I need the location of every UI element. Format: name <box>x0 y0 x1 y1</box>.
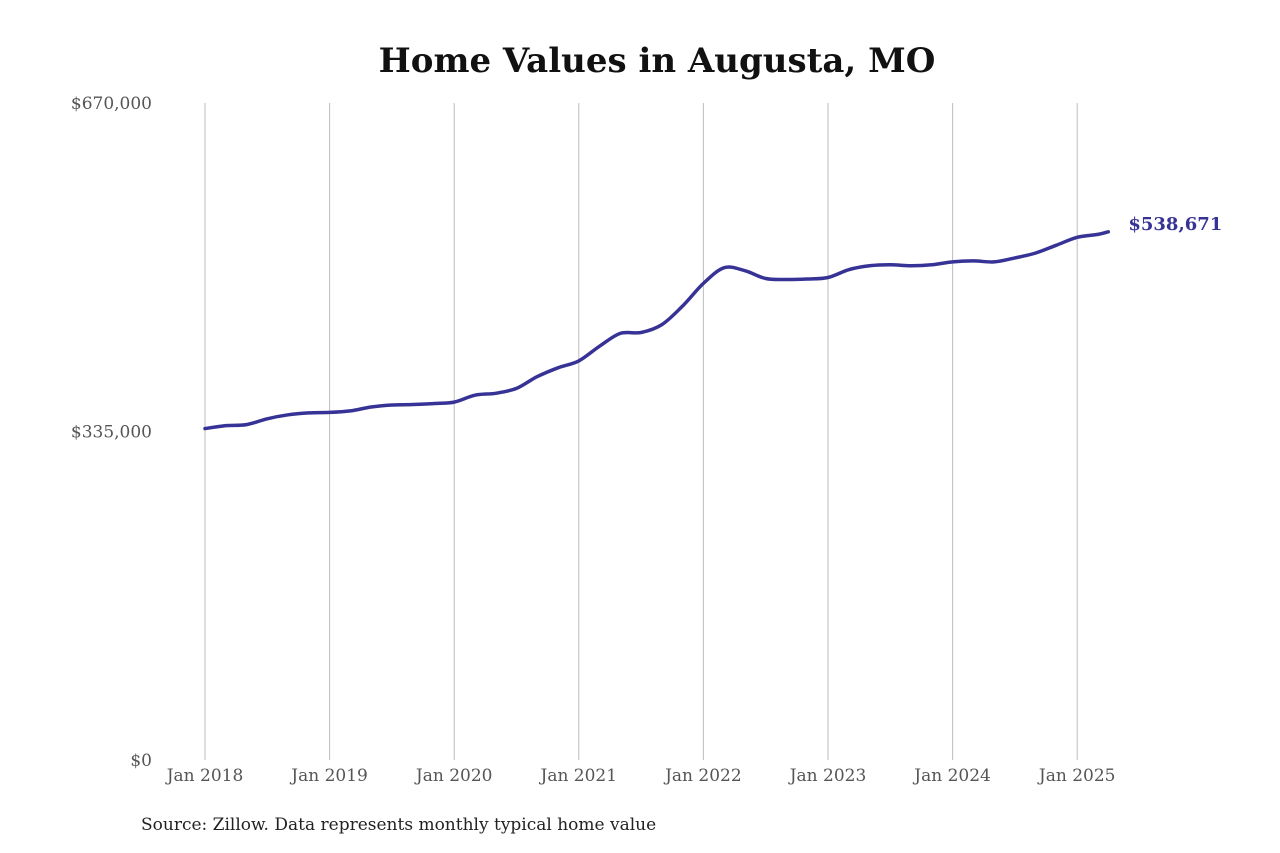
series-line <box>203 230 1111 431</box>
source-note: Source: Zillow. Data represents monthly … <box>141 815 657 835</box>
y-tick-label: $335,000 <box>71 423 152 443</box>
y-tick-label: $0 <box>130 751 152 771</box>
x-tick-label: Jan 2021 <box>539 766 618 786</box>
end-value-label: $538,671 <box>1128 214 1222 235</box>
x-tick-label: Jan 2019 <box>289 766 368 786</box>
x-tick-label: Jan 2020 <box>414 766 493 786</box>
x-tick-label: Jan 2022 <box>663 766 742 786</box>
x-tick-label: Jan 2025 <box>1037 766 1116 786</box>
chart-title: Home Values in Augusta, MO <box>379 41 936 81</box>
x-tick-label: Jan 2024 <box>912 766 991 786</box>
x-tick-label: Jan 2023 <box>788 766 867 786</box>
y-tick-label: $670,000 <box>71 94 152 114</box>
x-tick-label: Jan 2018 <box>165 766 244 786</box>
